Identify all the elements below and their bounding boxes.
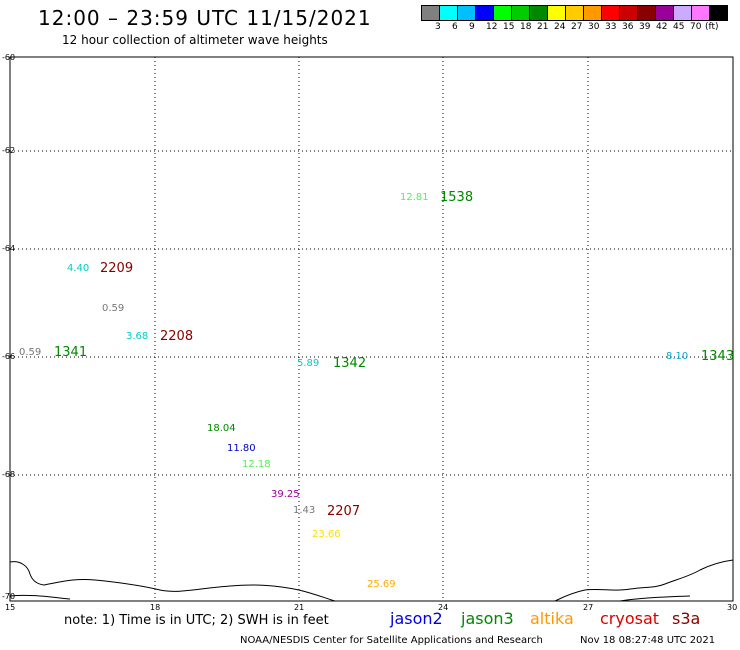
lon-label: 21 [294, 603, 305, 612]
pass-time-label: 2209 [100, 261, 134, 276]
satellite-s3a: s3a [672, 609, 701, 628]
lat-label: -66 [2, 352, 16, 361]
units-note: note: 1) Time is in UTC; 2) SWH is in fe… [64, 613, 329, 628]
pass-time-label: 2208 [160, 329, 194, 344]
legend-label: 42 [656, 22, 668, 32]
pass-time-label: 1538 [440, 190, 474, 205]
satellite-jason2: jason2 [390, 609, 443, 628]
lat-label: -70 [2, 592, 16, 601]
legend-label: 39 [639, 22, 651, 32]
wave-height-value: 8.10 [666, 351, 689, 362]
wave-height-value: 25.69 [367, 579, 396, 590]
lon-label: 30 [727, 603, 738, 612]
wave-height-value: 0.59 [102, 303, 125, 314]
pass-time-label: 1341 [54, 345, 88, 360]
map-subtitle: 12 hour collection of altimeter wave hei… [62, 33, 328, 47]
graticule [10, 57, 733, 601]
legend-label: (ft) [705, 22, 719, 32]
wave-height-value: 3.68 [126, 331, 149, 342]
wave-height-value: 11.80 [227, 443, 256, 454]
lat-label: -64 [2, 244, 16, 253]
wave-height-value: 23.66 [312, 529, 341, 540]
legend-label: 3 [435, 22, 441, 32]
legend-label: 21 [537, 22, 549, 32]
map-frame [9, 56, 734, 602]
legend-label: 6 [452, 22, 458, 32]
color-legend-labels: 3 6 9 12 15 18 21 24 27 30 33 36 39 42 45 70 (ft) [422, 22, 740, 36]
legend-swatch [709, 5, 728, 21]
wave-height-value: 12.81 [400, 192, 429, 203]
lat-label: -62 [2, 146, 16, 155]
lon-label: 15 [5, 603, 16, 612]
legend-label: 30 [588, 22, 600, 32]
satellite-altika: altika [530, 609, 574, 628]
wave-height-value: 18.04 [207, 423, 236, 434]
map-title: 12:00 – 23:59 UTC 11/15/2021 [38, 6, 372, 30]
lon-label: 18 [150, 603, 161, 612]
pass-time-label: 2207 [327, 504, 361, 519]
lat-label: -68 [2, 470, 16, 479]
pass-time-label: 1343 [701, 349, 735, 364]
generated-timestamp: Nov 18 08:27:48 UTC 2021 [580, 635, 716, 646]
lon-label: 24 [438, 603, 449, 612]
legend-label: 12 [486, 22, 498, 32]
lat-label: -60 [2, 53, 16, 62]
satellite-cryosat: cryosat [600, 609, 660, 628]
legend-label: 45 [673, 22, 685, 32]
satellite-jason3: jason3 [461, 609, 514, 628]
legend-label: 24 [554, 22, 566, 32]
legend-label: 27 [571, 22, 583, 32]
wave-height-value: 39.25 [271, 489, 300, 500]
legend-label: 9 [469, 22, 475, 32]
legend-label: 18 [520, 22, 532, 32]
credit-line: NOAA/NESDIS Center for Satellite Applica… [240, 635, 543, 646]
wave-height-value: 12.18 [242, 459, 271, 470]
wave-height-value: 4.40 [67, 263, 90, 274]
wave-height-value: 1.43 [293, 505, 316, 516]
wave-height-value: 0.59 [19, 347, 42, 358]
color-legend [421, 5, 728, 21]
legend-label: 36 [622, 22, 634, 32]
legend-label: 33 [605, 22, 617, 32]
wave-height-value: 5.89 [297, 358, 320, 369]
coastline [9, 559, 734, 602]
pass-time-label: 1342 [333, 356, 367, 371]
legend-label: 15 [503, 22, 515, 32]
lon-label: 27 [583, 603, 594, 612]
legend-label: 70 [690, 22, 702, 32]
